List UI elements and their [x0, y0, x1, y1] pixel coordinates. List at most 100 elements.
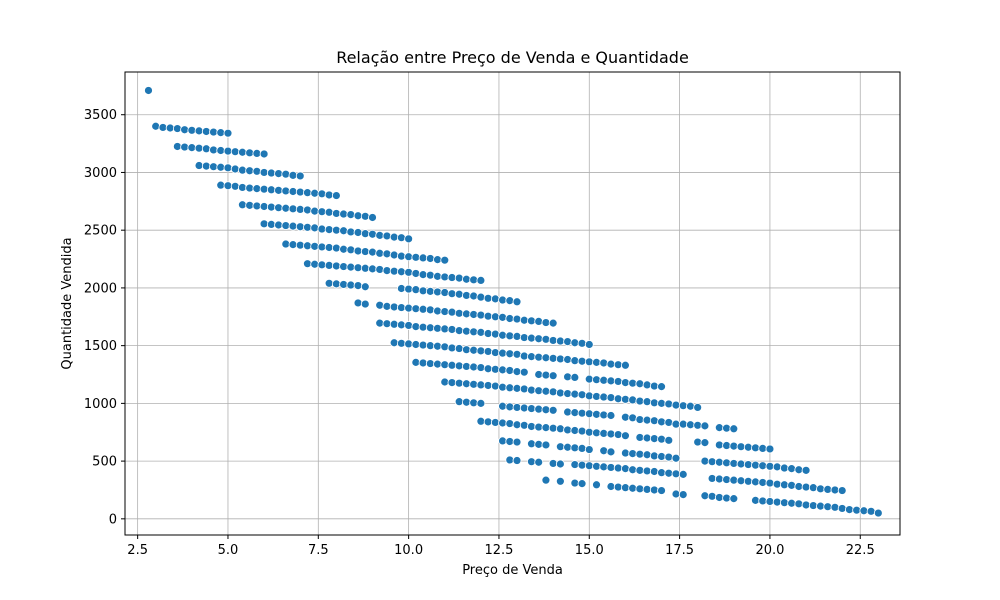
data-point [693, 420, 703, 430]
y-tick-label: 500 [92, 455, 117, 470]
data-point [772, 497, 782, 507]
x-tick-label: 5.0 [218, 543, 239, 558]
data-point [577, 408, 587, 418]
data-point [621, 360, 630, 370]
data-point [642, 466, 652, 476]
data-point [830, 485, 840, 495]
data-point [425, 341, 435, 351]
data-point [266, 202, 276, 212]
data-point [360, 299, 370, 309]
data-point [693, 437, 703, 447]
data-point [194, 143, 204, 153]
x-tick-label: 20.0 [755, 543, 784, 558]
data-point [180, 142, 190, 152]
data-point [534, 422, 544, 432]
data-point [613, 360, 623, 370]
data-point [201, 127, 211, 136]
data-point [324, 190, 334, 200]
x-tick-label: 22.5 [846, 543, 875, 558]
data-point [281, 203, 291, 213]
data-point [657, 452, 666, 461]
data-point [555, 424, 565, 434]
data-point [577, 426, 587, 436]
data-point [671, 400, 681, 410]
data-point [570, 389, 580, 399]
data-point [541, 423, 551, 433]
data-point [657, 417, 666, 427]
data-point [425, 359, 435, 368]
data-point [490, 348, 500, 357]
data-point [584, 427, 594, 437]
data-point [512, 383, 522, 393]
data-point [541, 334, 551, 344]
x-tick-label: 7.5 [308, 543, 329, 558]
data-point [512, 349, 522, 359]
data-point [425, 323, 435, 333]
data-point [252, 201, 262, 211]
data-point [657, 468, 666, 478]
data-point [396, 303, 406, 312]
data-point [519, 367, 529, 377]
data-point [259, 219, 269, 229]
data-point [404, 284, 414, 294]
data-point [223, 146, 233, 156]
data-point [664, 435, 674, 445]
data-point [187, 125, 197, 135]
data-point [404, 252, 414, 262]
data-point [454, 397, 464, 407]
data-point [245, 183, 255, 193]
y-axis-title: Quantidade Vendida [60, 237, 75, 369]
data-point [548, 459, 558, 468]
data-point [563, 337, 572, 347]
data-point [743, 476, 753, 486]
data-point [548, 405, 558, 415]
chart-title: Relação entre Preço de Venda e Quantidad… [336, 48, 689, 67]
data-point [396, 284, 406, 293]
data-point [346, 227, 356, 237]
data-point [621, 464, 630, 474]
data-point [599, 462, 609, 472]
data-point [592, 392, 601, 401]
data-point [751, 443, 760, 453]
data-point [382, 319, 392, 329]
data-point [201, 161, 211, 171]
data-point [816, 484, 825, 494]
data-point [462, 362, 471, 371]
data-point [519, 384, 529, 394]
data-point [331, 279, 341, 289]
data-point [396, 267, 406, 277]
data-point [303, 188, 312, 198]
data-point [187, 143, 197, 153]
data-point [751, 460, 760, 470]
data-point [505, 296, 515, 306]
data-point [266, 168, 276, 178]
data-point [613, 377, 623, 386]
data-point [339, 226, 348, 236]
data-point [324, 278, 334, 288]
data-point [238, 183, 247, 192]
data-point [700, 438, 710, 448]
data-point [527, 457, 536, 467]
data-point [404, 267, 414, 277]
data-point [274, 203, 283, 213]
data-point [642, 484, 652, 494]
data-point [505, 419, 515, 428]
data-point [787, 498, 797, 508]
data-point [686, 401, 695, 411]
data-point [599, 428, 609, 438]
data-point [483, 293, 493, 303]
data-point [433, 255, 442, 265]
data-point [360, 263, 370, 273]
x-tick-label: 12.5 [484, 543, 513, 558]
data-point [295, 187, 305, 197]
data-point [621, 448, 630, 458]
data-point [382, 231, 392, 241]
data-point [230, 147, 240, 157]
data-point [433, 287, 442, 297]
data-point [534, 404, 544, 414]
data-point [498, 365, 507, 375]
data-point [519, 403, 529, 413]
data-point [469, 345, 479, 355]
data-point [671, 419, 681, 429]
